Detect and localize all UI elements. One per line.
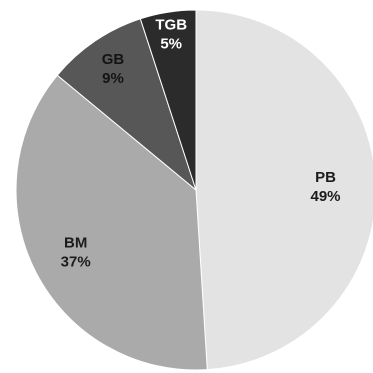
pie-slice-gb <box>56 18 198 192</box>
slice-label-pb: PB <box>315 169 336 186</box>
slice-label-gb: GB <box>102 51 125 68</box>
pie-slices <box>15 9 373 371</box>
pie-slice-pb <box>195 9 373 371</box>
slice-label-tgb: TGB <box>155 17 187 34</box>
pie-slice-bm <box>15 74 208 371</box>
slice-percent-bm: 37% <box>61 253 91 270</box>
slice-label-bm: BM <box>64 234 87 251</box>
slice-percent-tgb: 5% <box>160 36 182 53</box>
slice-percent-pb: 49% <box>310 188 340 205</box>
pie-slice-tgb <box>139 9 197 191</box>
slice-percent-gb: 9% <box>102 70 124 87</box>
pie-labels: PB 49% BM 37% GB 9% TGB 5% <box>61 17 341 271</box>
